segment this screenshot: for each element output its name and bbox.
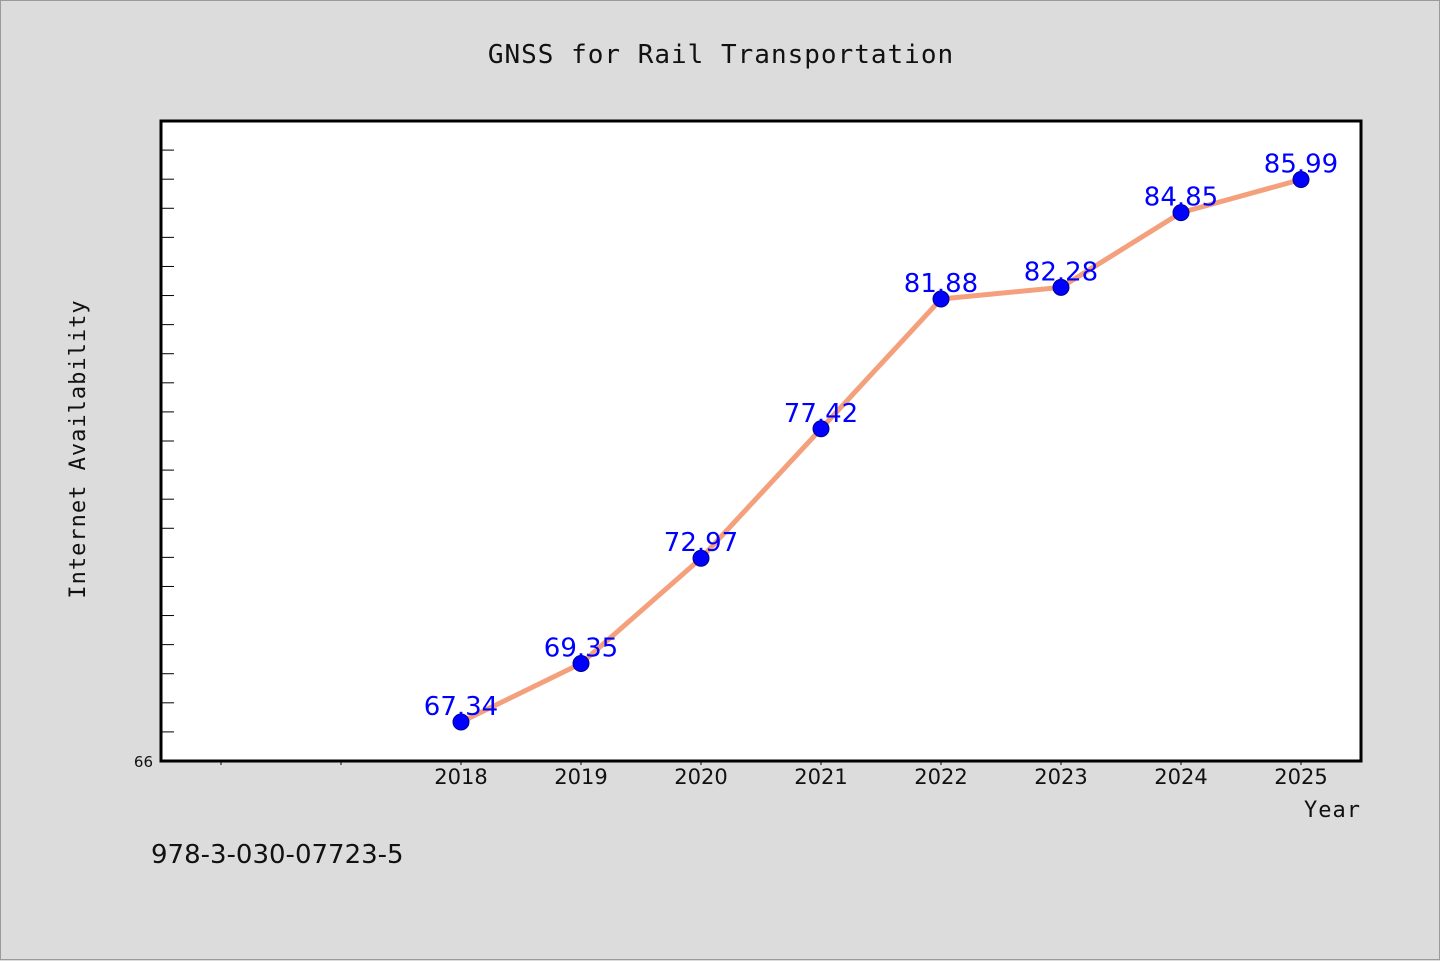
data-point — [572, 655, 590, 673]
x-tick-label: 2025 — [1274, 765, 1327, 789]
data-label-layer: 67.34 69.35 72.97 77.42 81.88 82.28 84.85 85.99 — [424, 149, 1338, 722]
data-label: 67.34 — [424, 692, 498, 722]
series-layer — [452, 170, 1310, 731]
data-label: 69.35 — [544, 634, 618, 664]
y-axis-title: Internet Availability — [66, 299, 91, 598]
y-axis-ticks — [160, 149, 174, 733]
x-tick-label: 2021 — [794, 765, 847, 789]
data-label: 85.99 — [1264, 149, 1338, 179]
chart-title: GNSS for Rail Transportation — [488, 40, 954, 70]
x-tick-label: 2019 — [554, 765, 607, 789]
data-point — [452, 713, 470, 731]
data-label: 72.97 — [664, 528, 738, 558]
data-point — [1052, 278, 1070, 296]
footer-isbn: 978-3-030-07723-5 — [151, 840, 404, 870]
y-axis-min-label: 66 — [134, 753, 153, 771]
x-axis-ticks — [220, 762, 1302, 765]
x-axis-tick-labels: 2018 2019 2020 2021 2022 2023 2024 2025 — [434, 765, 1327, 789]
data-point — [1292, 170, 1310, 188]
data-point — [692, 549, 710, 567]
data-point — [1172, 204, 1190, 222]
x-axis-title: Year — [1304, 798, 1361, 823]
x-tick-label: 2020 — [674, 765, 727, 789]
data-label: 81.88 — [904, 269, 978, 299]
data-label: 84.85 — [1144, 183, 1218, 213]
x-tick-label: 2023 — [1034, 765, 1087, 789]
x-tick-label: 2018 — [434, 765, 487, 789]
series-line — [458, 176, 1304, 725]
data-label: 82.28 — [1024, 257, 1098, 287]
data-point — [812, 420, 830, 438]
data-point — [932, 290, 950, 308]
data-label: 77.42 — [784, 399, 858, 429]
x-tick-label: 2022 — [914, 765, 967, 789]
x-tick-label: 2024 — [1154, 765, 1207, 789]
